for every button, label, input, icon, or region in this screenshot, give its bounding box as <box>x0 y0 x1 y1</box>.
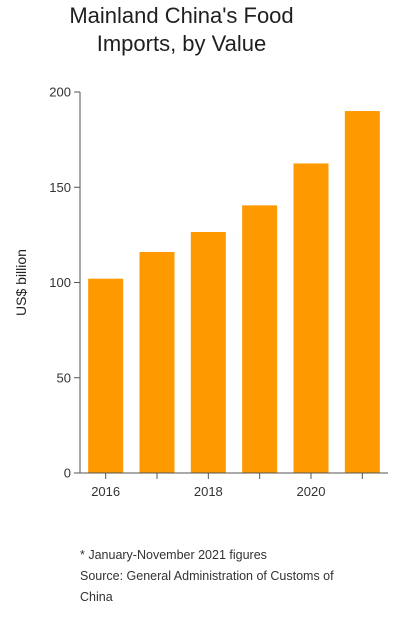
chart-title-line-1: Mainland China's Food <box>69 3 294 28</box>
y-axis-label: US$ billion <box>13 249 29 316</box>
bar-2019 <box>242 205 278 473</box>
bar-chart: 0 50 100 150 200 2016 2018 2020 US$ billion <box>13 85 388 499</box>
source-line-1: Source: General Administration of Custom… <box>80 569 334 583</box>
y-tick-label: 100 <box>49 275 71 290</box>
x-axis: 2016 2018 2020 <box>80 472 388 499</box>
bar-2016 <box>88 278 124 473</box>
footnote: * January-November 2021 figures <box>80 548 267 562</box>
y-tick-label: 0 <box>64 466 71 481</box>
source-line-2: China <box>80 590 113 604</box>
chart-title-line-2: Imports, by Value <box>96 31 267 56</box>
y-tick-label: 50 <box>57 370 71 385</box>
bar-2017 <box>139 252 175 473</box>
x-tick-label: 2016 <box>91 484 120 499</box>
bars <box>88 111 380 474</box>
bar-2021 <box>344 111 380 474</box>
y-tick-label: 200 <box>49 85 71 100</box>
y-tick-label: 150 <box>49 180 71 195</box>
x-tick-label: 2020 <box>297 484 326 499</box>
chart-notes: * January-November 2021 figures Source: … <box>80 545 380 608</box>
x-tick-label: 2018 <box>194 484 223 499</box>
chart-title: Mainland China's Food Imports, by Value <box>20 2 343 58</box>
bar-2020 <box>293 163 329 473</box>
y-axis: 0 50 100 150 200 <box>49 85 81 481</box>
bar-2018 <box>190 232 226 473</box>
